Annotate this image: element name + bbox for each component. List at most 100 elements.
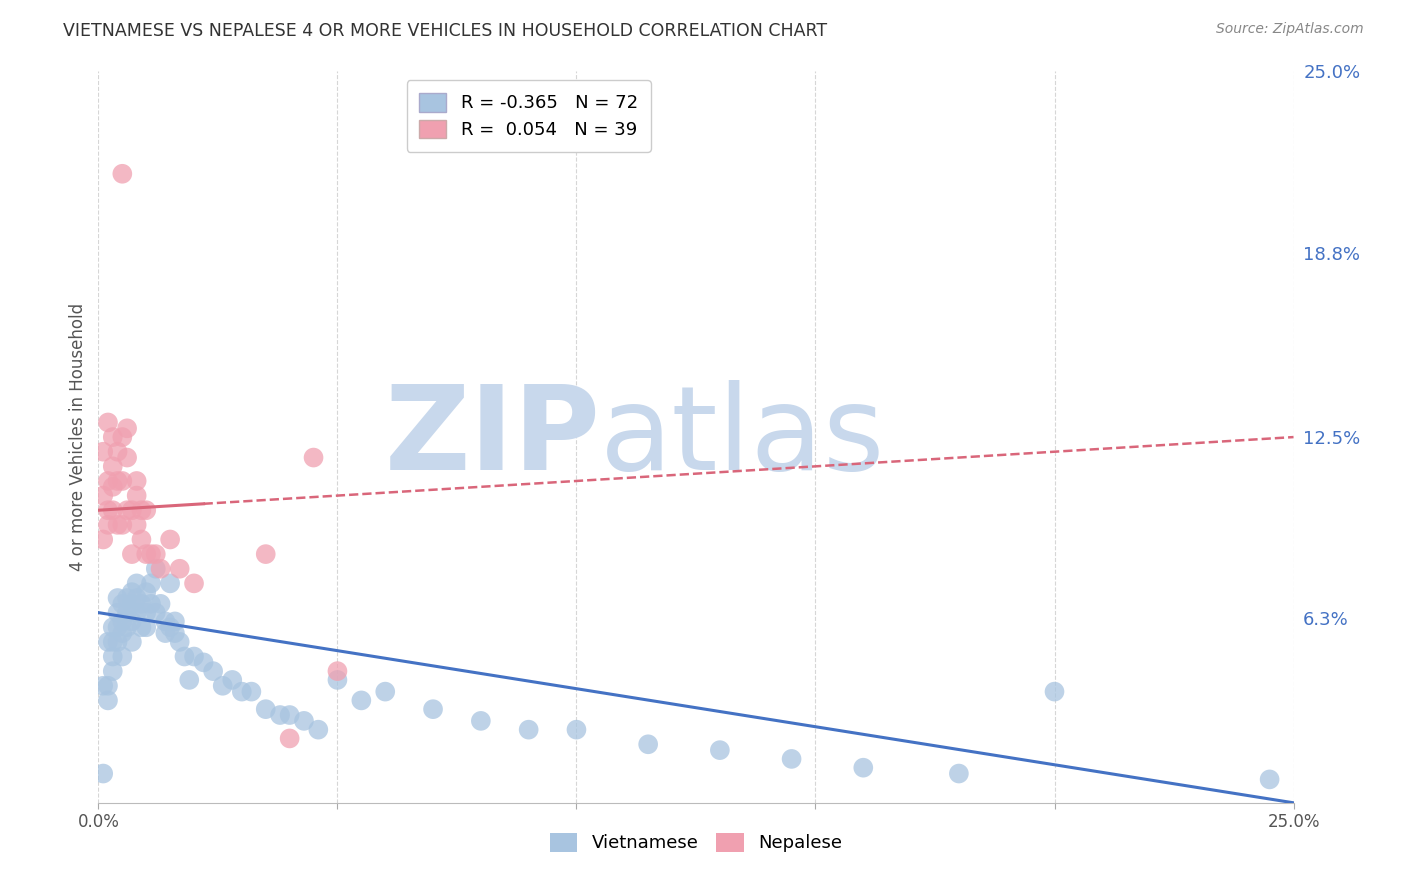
Point <box>91 679 114 693</box>
Point <box>121 615 143 629</box>
Point <box>159 533 181 547</box>
Text: VIETNAMESE VS NEPALESE 4 OR MORE VEHICLES IN HOUSEHOLD CORRELATION CHART: VIETNAMESE VS NEPALESE 4 OR MORE VEHICLE… <box>63 22 827 40</box>
Point <box>121 635 143 649</box>
Point <box>780 752 803 766</box>
Point <box>149 562 172 576</box>
Point <box>145 606 167 620</box>
Point <box>159 576 181 591</box>
Point <box>302 450 325 465</box>
Point <box>135 620 157 634</box>
Point <box>101 459 124 474</box>
Point <box>107 474 129 488</box>
Point <box>169 562 191 576</box>
Point <box>183 649 205 664</box>
Point <box>163 615 186 629</box>
Point <box>131 503 153 517</box>
Point <box>125 576 148 591</box>
Point <box>131 620 153 634</box>
Point <box>135 585 157 599</box>
Point <box>470 714 492 728</box>
Point <box>278 708 301 723</box>
Point <box>107 591 129 605</box>
Point <box>115 450 138 465</box>
Point <box>307 723 329 737</box>
Point <box>107 606 129 620</box>
Point <box>91 533 114 547</box>
Point <box>111 626 134 640</box>
Point <box>221 673 243 687</box>
Point <box>155 626 177 640</box>
Point <box>97 503 120 517</box>
Point <box>111 430 134 444</box>
Point <box>131 597 153 611</box>
Point <box>97 693 120 707</box>
Point <box>269 708 291 723</box>
Point <box>135 547 157 561</box>
Point <box>149 597 172 611</box>
Text: Source: ZipAtlas.com: Source: ZipAtlas.com <box>1216 22 1364 37</box>
Point <box>183 576 205 591</box>
Point <box>115 503 138 517</box>
Point <box>97 416 120 430</box>
Point <box>139 547 162 561</box>
Point <box>101 620 124 634</box>
Point <box>101 649 124 664</box>
Point <box>159 620 181 634</box>
Point <box>111 649 134 664</box>
Point <box>1258 772 1281 787</box>
Point <box>125 517 148 532</box>
Point <box>163 626 186 640</box>
Point <box>111 597 134 611</box>
Point <box>1043 684 1066 698</box>
Point <box>139 576 162 591</box>
Point <box>107 517 129 532</box>
Text: ZIP: ZIP <box>384 380 600 494</box>
Point <box>107 620 129 634</box>
Point <box>125 591 148 605</box>
Point <box>422 702 444 716</box>
Y-axis label: 4 or more Vehicles in Household: 4 or more Vehicles in Household <box>69 303 87 571</box>
Point <box>111 474 134 488</box>
Point <box>193 656 215 670</box>
Point <box>115 606 138 620</box>
Point <box>145 562 167 576</box>
Point <box>97 635 120 649</box>
Point <box>125 606 148 620</box>
Point <box>637 737 659 751</box>
Point <box>101 430 124 444</box>
Point <box>231 684 253 698</box>
Point <box>115 620 138 634</box>
Point <box>179 673 201 687</box>
Legend: Vietnamese, Nepalese: Vietnamese, Nepalese <box>543 826 849 860</box>
Point <box>115 591 138 605</box>
Point <box>97 517 120 532</box>
Point <box>101 664 124 678</box>
Point <box>139 597 162 611</box>
Point <box>173 649 195 664</box>
Point <box>91 766 114 780</box>
Point <box>254 547 277 561</box>
Point <box>101 635 124 649</box>
Point <box>565 723 588 737</box>
Point <box>107 444 129 458</box>
Point <box>135 503 157 517</box>
Point <box>121 503 143 517</box>
Point <box>948 766 970 780</box>
Point <box>115 421 138 435</box>
Point <box>852 761 875 775</box>
Point <box>326 664 349 678</box>
Point <box>374 684 396 698</box>
Point <box>125 489 148 503</box>
Point <box>202 664 225 678</box>
Point <box>155 615 177 629</box>
Point <box>292 714 315 728</box>
Point <box>121 585 143 599</box>
Point <box>121 547 143 561</box>
Point <box>350 693 373 707</box>
Point <box>278 731 301 746</box>
Point <box>91 444 114 458</box>
Point <box>145 547 167 561</box>
Point <box>111 517 134 532</box>
Point <box>131 533 153 547</box>
Point <box>111 615 134 629</box>
